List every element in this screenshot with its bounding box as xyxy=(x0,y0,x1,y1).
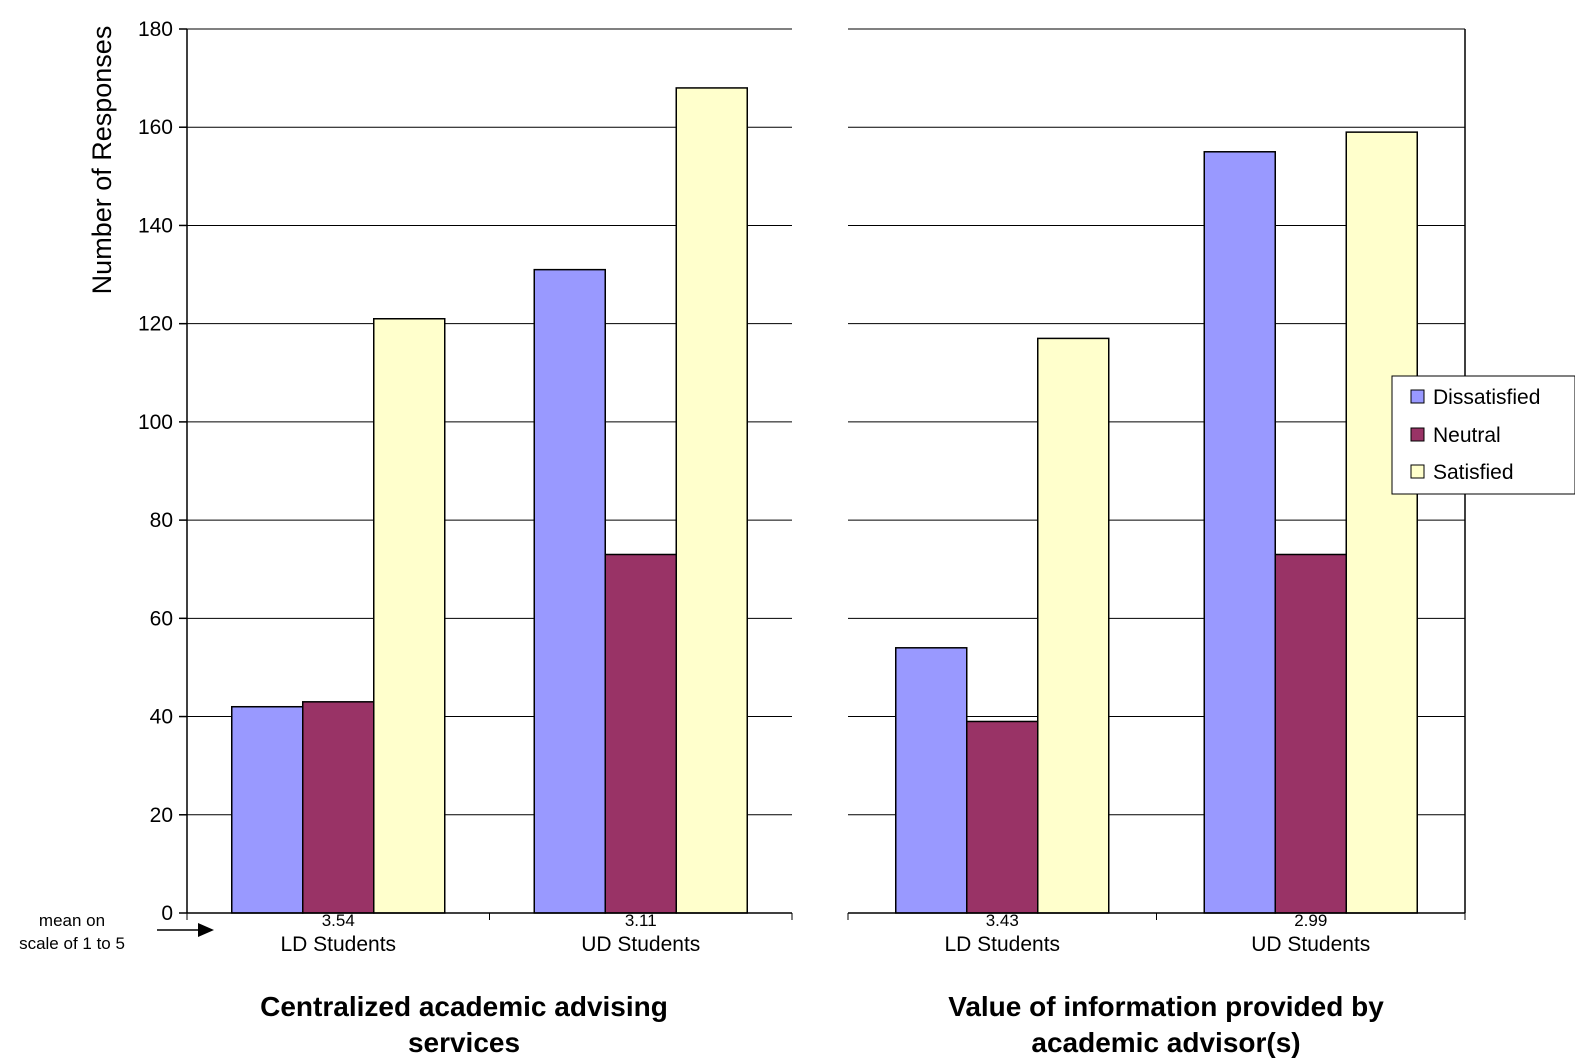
y-tick-label-4: 80 xyxy=(150,509,173,532)
bar-p1-g0-neutral xyxy=(966,720,1039,914)
y-tick-label-3: 60 xyxy=(150,607,173,630)
y-tick-label-5: 100 xyxy=(138,411,173,434)
legend-swatch-satisfied xyxy=(1410,464,1425,479)
y-axis-label: Number of Responses xyxy=(87,26,117,295)
bar-p1-g0-dissatisfied xyxy=(895,647,968,914)
y-tick-label-9: 180 xyxy=(138,18,173,41)
panel-title-right-line1: Value of information provided by xyxy=(948,991,1384,1022)
panel-title-left: Centralized academic advising services xyxy=(260,991,668,1058)
legend-label-satisfied: Satisfied xyxy=(1433,461,1514,484)
category-label-p1-g1: UD Students xyxy=(1251,933,1370,956)
legend-swatch-neutral xyxy=(1410,427,1425,442)
category-label-p1-g0: LD Students xyxy=(944,933,1060,956)
mean-value-p1-g0: 3.43 xyxy=(986,911,1019,930)
labels: 3.54 LD Students 3.11 UD Students 3.43 LD Stu… xyxy=(138,18,1370,956)
category-label-p0-g1: UD Students xyxy=(581,933,700,956)
mean-value-p1-g1: 2.99 xyxy=(1294,911,1327,930)
bar-p1-g1-satisfied xyxy=(1345,131,1418,914)
bar-p0-g0-satisfied xyxy=(373,318,446,914)
mean-value-p0-g1: 3.11 xyxy=(625,911,657,930)
y-tick-label-7: 140 xyxy=(138,214,173,237)
mean-label-line2: scale of 1 to 5 xyxy=(19,934,125,953)
bar-p1-g0-satisfied xyxy=(1037,337,1110,914)
y-tick-label-8: 160 xyxy=(138,116,173,139)
bar-p0-g0-dissatisfied xyxy=(231,705,304,914)
bar-p0-g1-satisfied xyxy=(675,87,748,914)
panel-title-right: Value of information provided by academi… xyxy=(948,991,1384,1058)
bar-p0-g1-neutral xyxy=(604,553,677,914)
mean-label-line1: mean on xyxy=(39,911,105,930)
y-tick-label-2: 40 xyxy=(150,706,173,729)
legend-label-dissatisfied: Dissatisfied xyxy=(1433,386,1540,409)
bar-p1-g1-neutral xyxy=(1274,553,1347,914)
legend: Dissatisfied Neutral Satisfied xyxy=(1391,375,1575,495)
panel-title-left-line2: services xyxy=(408,1027,520,1058)
mean-value-p0-g0: 3.54 xyxy=(322,911,355,930)
bar-p1-g1-dissatisfied xyxy=(1203,151,1276,914)
panel-title-right-line2: academic advisor(s) xyxy=(1031,1027,1300,1058)
y-tick-label-6: 120 xyxy=(138,313,173,336)
mean-arrow-icon xyxy=(157,923,214,937)
legend-label-neutral: Neutral xyxy=(1433,424,1501,447)
category-label-p0-g0: LD Students xyxy=(280,933,396,956)
panel-title-left-line1: Centralized academic advising xyxy=(260,991,668,1022)
bar-p0-g0-neutral xyxy=(302,701,375,914)
bars xyxy=(231,87,1418,914)
legend-swatch-dissatisfied xyxy=(1410,389,1425,404)
bar-p0-g1-dissatisfied xyxy=(533,268,606,914)
y-tick-label-0: 0 xyxy=(161,902,173,925)
y-tick-label-1: 20 xyxy=(150,804,173,827)
